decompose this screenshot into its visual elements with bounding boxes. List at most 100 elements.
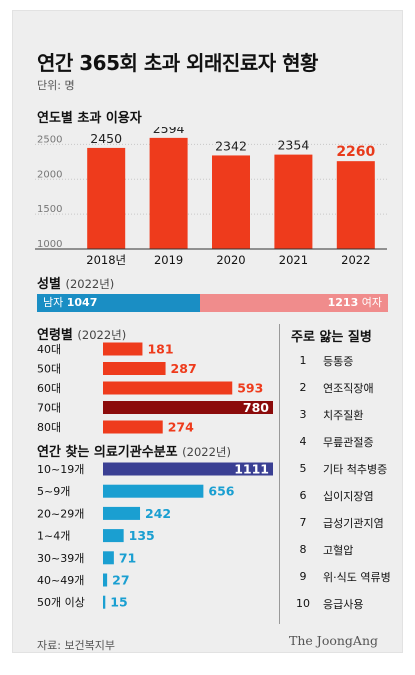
category-label: 1~4개 — [37, 530, 70, 543]
disease-list-item: 1 등통증 — [295, 347, 391, 374]
y-tick-label: 2500 — [37, 134, 62, 145]
disease-list-item: 9 위·식도 역류병 — [295, 563, 391, 590]
bar-value-label: 242 — [145, 506, 171, 521]
y-tick-label: 1000 — [37, 239, 62, 250]
bar-value-label: 274 — [168, 420, 194, 435]
disease-name: 기타 척추병증 — [323, 462, 388, 476]
disease-list-title: 주로 앓는 질병 — [291, 330, 372, 345]
bar-value-label: 2342 — [215, 138, 247, 153]
male-value: 1047 — [66, 296, 98, 309]
disease-name: 위·식도 역류병 — [323, 570, 391, 584]
gender-subtitle: (2022년) — [65, 277, 115, 291]
bar-70대 — [103, 401, 273, 414]
disease-list-item: 2 연조직장애 — [295, 374, 391, 401]
female-segment: 1213 여자 — [199, 294, 388, 312]
disease-name: 급성기관지염 — [323, 516, 384, 530]
y-tick-label: 1500 — [37, 204, 62, 215]
bar-1~4개 — [103, 529, 124, 543]
bar-value-label: 2450 — [90, 131, 122, 146]
category-label: 30~39개 — [37, 552, 84, 565]
unit-label: 단위: 명 — [37, 79, 75, 92]
category-label: 40~49개 — [37, 574, 84, 587]
age-chart: 40대 181 50대 287 60대 593 70대 780 80대 274 — [37, 342, 273, 435]
bar-value-label: 15 — [110, 595, 127, 610]
publisher-logo: The JoongAng — [289, 633, 378, 648]
disease-list-item: 3 치주질환 — [295, 401, 391, 428]
disease-list-item: 10 응급사용 — [295, 590, 391, 617]
bar-value-label: 27 — [112, 573, 129, 588]
category-label: 5~9개 — [37, 485, 70, 498]
disease-name: 등통증 — [323, 354, 354, 368]
bar-10~19개 — [103, 462, 273, 476]
disease-list-item: 8 고혈압 — [295, 536, 391, 563]
bar-40~49개 — [103, 573, 108, 587]
bar-value-label: 287 — [171, 361, 197, 376]
disease-name: 응급사용 — [323, 597, 364, 611]
bar-value-label: 2354 — [277, 138, 309, 153]
facility-title: 연간 찾는 의료기관수분포 (2022년) — [37, 441, 231, 460]
female-value: 1213 — [327, 296, 359, 309]
bar-2020 — [212, 155, 250, 249]
source-note: 자료: 보건복지부 — [37, 639, 116, 652]
disease-rank: 10 — [296, 597, 310, 610]
facility-chart: 10~19개 1111 5~9개 656 20~29개 242 1~4개 135 30~39개 7… — [37, 462, 273, 610]
bar-value-label: 135 — [129, 528, 155, 543]
bar-50대 — [103, 362, 166, 375]
disease-rank: 6 — [299, 489, 307, 502]
disease-list-item: 7 급성기관지염 — [295, 509, 391, 536]
bar-40대 — [103, 342, 143, 356]
male-segment: 남자 1047 — [37, 294, 200, 312]
bar-value-label: 71 — [119, 550, 136, 565]
bar-2022 — [336, 161, 375, 249]
age-title: 연령별 (2022년) — [37, 324, 126, 343]
age-subtitle: (2022년) — [77, 328, 127, 342]
bar-2019 — [149, 137, 188, 249]
bar-value-label: 181 — [147, 342, 173, 357]
disease-rank: 7 — [299, 516, 307, 529]
x-tick-label: 2019 — [154, 253, 183, 267]
disease-name: 연조직장애 — [323, 381, 374, 395]
x-tick-label: 2021 — [279, 253, 308, 267]
bar-60대 — [103, 381, 233, 395]
disease-list: 1 등통증 2 연조직장애 3 치주질환 4 무릎관절증 5 기타 척추병증 6 십이지장염 7 급성기관… — [295, 347, 391, 617]
disease-rank: 9 — [299, 570, 307, 583]
gender-title: 성별 (2022년) — [37, 273, 114, 292]
disease-name: 고혈압 — [323, 543, 354, 557]
gender-title-text: 성별 — [37, 277, 61, 292]
bar-value-label: 593 — [237, 381, 263, 396]
x-tick-label: 2022 — [341, 253, 370, 267]
x-tick-label: 2020 — [216, 253, 245, 267]
category-label: 40대 — [37, 343, 61, 356]
female-label: 여자 — [361, 296, 382, 309]
yearly-chart: 1000 1500 2000 2500 2450 2018년 2594 2019 2342 202… — [35, 127, 387, 267]
gender-bar: 남자 1047 1213 여자 — [37, 294, 388, 312]
category-label: 60대 — [37, 382, 61, 395]
category-label: 20~29개 — [37, 507, 84, 520]
y-tick-label: 2000 — [37, 169, 62, 180]
bar-20~29개 — [103, 506, 141, 520]
disease-name: 치주질환 — [323, 408, 364, 422]
disease-rank: 4 — [299, 435, 307, 448]
bar-value-label: 1111 — [234, 462, 269, 477]
bar-80대 — [103, 420, 163, 434]
bar-value-label: 656 — [208, 484, 234, 499]
x-tick-label: 2018년 — [86, 253, 126, 267]
male-label: 남자 — [43, 296, 64, 309]
disease-list-item: 5 기타 척추병증 — [295, 455, 391, 482]
yearly-chart-title: 연도별 초과 이용자 — [37, 111, 142, 126]
category-label: 50대 — [37, 363, 61, 376]
bar-value-label: 2594 — [153, 127, 185, 136]
disease-rank: 3 — [299, 408, 307, 421]
category-label: 80대 — [37, 421, 61, 434]
disease-rank: 5 — [299, 462, 307, 475]
bar-2018년 — [87, 147, 126, 249]
category-label: 10~19개 — [37, 463, 84, 476]
disease-list-item: 6 십이지장염 — [295, 482, 391, 509]
category-label: 50개 이상 — [37, 596, 85, 609]
category-label: 70대 — [37, 402, 61, 415]
bar-5~9개 — [103, 484, 204, 498]
bar-50개 이상 — [103, 595, 106, 609]
age-title-text: 연령별 — [37, 328, 73, 343]
disease-name: 무릎관절증 — [323, 435, 374, 449]
bar-30~39개 — [103, 551, 114, 565]
